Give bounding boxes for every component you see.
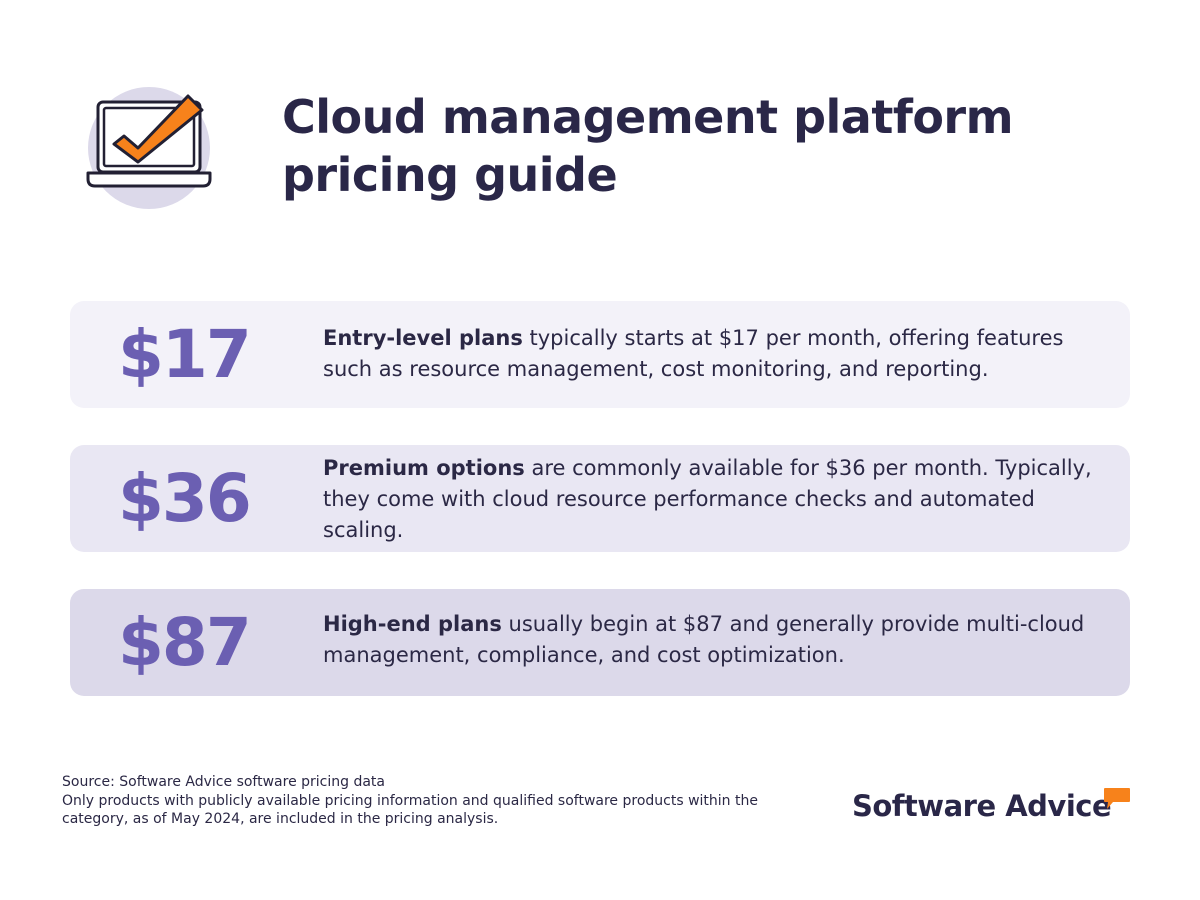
methodology-note: Only products with publicly available pr… [62,792,758,828]
plan-details: typically starts at $17 per month, offer… [323,326,1064,381]
laptop-checkmark-icon [86,87,212,209]
plan-details: usually begin at $87 and generally provi… [323,612,1085,667]
brand-logo-text: Software Advice [852,789,1112,823]
plan-details: are commonly available for $36 per month… [323,456,1092,542]
title-line-1: Cloud management platform [282,90,1014,144]
source-line: Source: Software Advice software pricing… [62,774,386,790]
pricing-card-premium: $36 Premium options are commonly availab… [70,445,1130,552]
plan-description: High-end plans usually begin at $87 and … [323,609,1093,671]
plan-description: Entry-level plans typically starts at $1… [323,323,1093,385]
plan-description: Premium options are commonly available f… [323,453,1093,546]
price-value: $36 [118,460,252,537]
footer-source: Source: Software Advice software pricing… [62,773,822,829]
plan-name: High-end plans [323,612,502,636]
pricing-card-high-end: $87 High-end plans usually begin at $87 … [70,589,1130,696]
title-line-2: pricing guide [282,148,618,202]
pricing-card-entry: $17 Entry-level plans typically starts a… [70,301,1130,408]
speech-bubble-icon [1104,788,1130,809]
price-value: $87 [118,604,252,681]
page-title: Cloud management platform pricing guide [282,88,1102,204]
price-value: $17 [118,316,252,393]
plan-name: Premium options [323,456,525,480]
plan-name: Entry-level plans [323,326,523,350]
